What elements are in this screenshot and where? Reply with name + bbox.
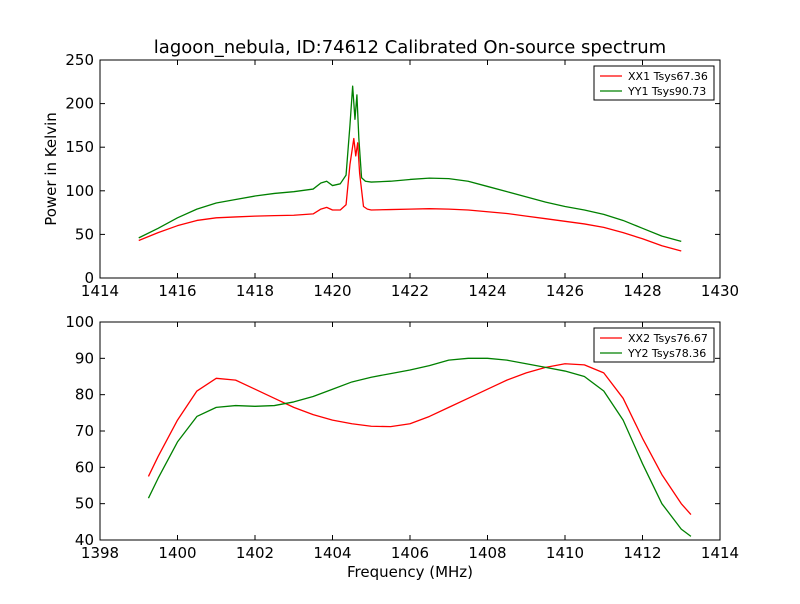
- y-tick-label: 100: [65, 182, 94, 200]
- x-tick-label: 1410: [546, 544, 584, 562]
- x-tick-label: 1422: [391, 282, 429, 300]
- y-tick-label: 60: [75, 458, 94, 476]
- x-tick-label: 1414: [701, 544, 739, 562]
- y-tick-label: 0: [84, 269, 94, 287]
- legend-box: [593, 65, 715, 101]
- y-tick-label: 150: [65, 138, 94, 156]
- x-tick-label: 1420: [313, 282, 351, 300]
- y-tick-label: 90: [75, 349, 94, 367]
- legend-label: YY1 Tsys90.73: [627, 85, 706, 98]
- x-tick-label: 1400: [158, 544, 196, 562]
- x-tick-label: 1418: [236, 282, 274, 300]
- legend: XX2 Tsys76.67 YY2 Tsys78.36: [593, 327, 715, 363]
- series-line-2: [147, 357, 692, 537]
- series-line-1: [147, 363, 692, 516]
- x-tick-label: 1428: [623, 282, 661, 300]
- chart-title: lagoon_nebula, ID:74612 Calibrated On-so…: [154, 37, 666, 58]
- series-line-1: [138, 137, 682, 252]
- x-tick-label: 1414: [81, 282, 119, 300]
- x-tick-label: 1404: [313, 544, 351, 562]
- x-tick-label: 1416: [158, 282, 196, 300]
- x-tick-label: 1426: [546, 282, 584, 300]
- legend: XX1 Tsys67.36 YY1 Tsys90.73: [593, 65, 715, 101]
- x-tick-label: 1430: [701, 282, 739, 300]
- y-tick-label: 50: [75, 225, 94, 243]
- plots: 1414 1416 1418 1420 1422 1424 1426 1428 14300501…: [42, 51, 739, 581]
- plot-panel-1: 1414 1416 1418 1420 1422 1424 1426 1428 1430 0 50 1…: [42, 51, 739, 300]
- x-axis-label: Frequency (MHz): [347, 563, 473, 581]
- x-tick-label: 1398: [81, 544, 119, 562]
- y-tick-label: 50: [75, 495, 94, 513]
- series-line-2: [138, 85, 682, 243]
- legend-box: [593, 327, 715, 363]
- x-tick-label: 1402: [236, 544, 274, 562]
- legend-label: XX1 Tsys67.36: [628, 70, 708, 83]
- plot-panel-2: 1398 1400 1402 1404 1406 1408 1410 1412 1414 40 50…: [65, 313, 739, 581]
- legend-label: YY2 Tsys78.36: [627, 347, 706, 360]
- legend-label: XX2 Tsys76.67: [628, 332, 708, 345]
- x-tick-label: 1412: [623, 544, 661, 562]
- y-tick-label: 250: [65, 51, 94, 69]
- y-tick-label: 40: [75, 531, 94, 549]
- x-tick-label: 1424: [468, 282, 506, 300]
- y-tick-label: 80: [75, 386, 94, 404]
- y-axis-label: Power in Kelvin: [42, 112, 60, 226]
- y-tick-label: 100: [65, 313, 94, 331]
- y-tick-label: 70: [75, 422, 94, 440]
- x-tick-label: 1406: [391, 544, 429, 562]
- y-tick-label: 200: [65, 95, 94, 113]
- x-tick-label: 1408: [468, 544, 506, 562]
